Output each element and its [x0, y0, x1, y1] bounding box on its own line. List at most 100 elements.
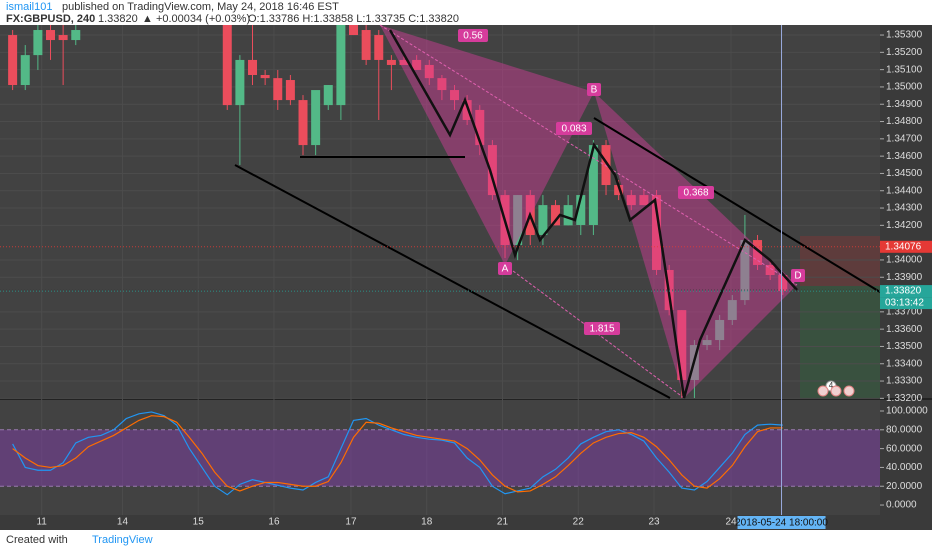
- y-tick-label: 80.0000: [886, 424, 923, 435]
- symbol: FX:GBPUSD, 240: [6, 13, 95, 25]
- x-tick-label: 16: [268, 517, 280, 528]
- y-tick-label: 1.35300: [886, 30, 923, 41]
- crosshair-label-bg: [737, 516, 826, 529]
- candle-body: [538, 205, 548, 236]
- y-tick-label: 0.0000: [886, 500, 917, 511]
- x-tick-label: 14: [117, 517, 129, 528]
- countdown: 03:13:42: [885, 298, 924, 309]
- candle-body: [626, 195, 636, 206]
- y-tick-label: 1.33500: [886, 341, 923, 352]
- label-box: [587, 83, 601, 96]
- y-tick-label: 1.33200: [886, 393, 923, 404]
- y-tick-label: 100.0000: [886, 406, 928, 417]
- label-box: [791, 269, 805, 282]
- x-tick-label: 22: [573, 517, 585, 528]
- published: published on TradingView.com, May 24, 20…: [62, 1, 339, 13]
- y-tick-label: 1.34200: [886, 220, 923, 231]
- candle-body: [273, 78, 283, 101]
- candle-body: [652, 195, 662, 270]
- bcd-triangle: [594, 92, 797, 398]
- candle-body: [753, 240, 763, 265]
- candle-body: [311, 90, 321, 146]
- event-flag[interactable]: [830, 385, 842, 397]
- candle-body: [71, 30, 81, 41]
- candle-body: [285, 80, 295, 101]
- y-tick-label: 1.35100: [886, 64, 923, 75]
- label-box: [458, 29, 488, 42]
- resistance-line: [593, 117, 881, 293]
- fib-label: 0.368: [683, 188, 708, 199]
- label-box: [498, 262, 512, 275]
- candle-body: [601, 145, 611, 186]
- candle-body: [374, 35, 384, 60]
- candle-body: [33, 30, 43, 56]
- candle-body: [323, 85, 333, 106]
- x-tick-label: 17: [345, 517, 357, 528]
- x-tick-label: 21: [497, 517, 509, 528]
- event-flag[interactable]: [843, 385, 855, 397]
- candle-body: [576, 195, 586, 225]
- candle-body: [20, 55, 30, 86]
- y-tick-label: 1.33700: [886, 306, 923, 317]
- candle-body: [487, 145, 497, 196]
- x-tick-label: 15: [193, 517, 205, 528]
- y-tick-label: 1.34900: [886, 99, 923, 110]
- trendline: [234, 164, 671, 399]
- x-tick-label: 24: [725, 517, 737, 528]
- fib-label: 0.56: [463, 31, 483, 42]
- badge-count: 4: [829, 381, 834, 390]
- y-tick-label: 60.0000: [886, 443, 923, 454]
- price-axis: [880, 25, 932, 515]
- oscillator: [0, 411, 880, 496]
- event-flag[interactable]: [817, 385, 829, 397]
- y-tick-label: 20.0000: [886, 481, 923, 492]
- candle-body: [677, 310, 687, 381]
- target-zone: [800, 286, 880, 398]
- candle-body: [222, 25, 232, 106]
- price-label-bg: [880, 285, 932, 298]
- candle-body: [46, 30, 56, 41]
- y-tick-label: 1.33900: [886, 272, 923, 283]
- xab-triangle: [380, 25, 594, 265]
- author: ismail101: [6, 1, 52, 13]
- y-tick-label: 40.0000: [886, 462, 923, 473]
- y-tick-label: 1.35000: [886, 82, 923, 93]
- point-label: B: [591, 85, 598, 96]
- y-tick-label: 1.34700: [886, 133, 923, 144]
- price-label-bg: [880, 240, 932, 253]
- candle-body: [462, 100, 472, 120]
- x-tick-label: 18: [421, 517, 433, 528]
- candle-body: [437, 78, 447, 91]
- countdown-bg: [880, 297, 932, 310]
- axes: 11 14 15 16 17 18 21 22 23 24 1.35300 1.35200 1.3510…: [0, 25, 932, 529]
- ohlc: O:1.33786 H:1.33858 L:1.33735 C:1.33820: [248, 13, 459, 25]
- y-tick-label: 1.35200: [886, 47, 923, 58]
- candle-body: [8, 35, 18, 86]
- candle-body: [551, 205, 561, 226]
- last-price: 1.33820: [98, 13, 138, 25]
- harmonic-pattern: 0.56 0.083 0.368 1.815 A B D 4: [234, 24, 881, 399]
- footer-brand[interactable]: TradingView: [92, 534, 153, 546]
- candle-body: [639, 195, 649, 206]
- candle-body: [349, 25, 359, 36]
- price-label: 1.33820: [885, 286, 922, 297]
- y-tick-label: 1.34300: [886, 203, 923, 214]
- candle-body: [588, 145, 598, 225]
- candle-body: [386, 59, 396, 65]
- y-tick-label: 1.34600: [886, 151, 923, 162]
- osc-line: [12, 411, 783, 496]
- candle-body: [412, 59, 422, 70]
- osc-line: [12, 415, 783, 493]
- point-label: D: [794, 271, 801, 282]
- xd-line: [379, 24, 798, 286]
- price-label: 1.34076: [885, 241, 922, 252]
- stop-zone: [800, 236, 880, 286]
- y-tick-label: 1.33300: [886, 376, 923, 387]
- candle-body: [715, 319, 725, 341]
- y-tick-label: 1.34400: [886, 185, 923, 196]
- candle-body: [614, 185, 624, 196]
- label-box: [556, 122, 592, 135]
- crosshair-time: 2018-05-24 18:00:00: [735, 518, 828, 529]
- time-axis: [0, 515, 932, 530]
